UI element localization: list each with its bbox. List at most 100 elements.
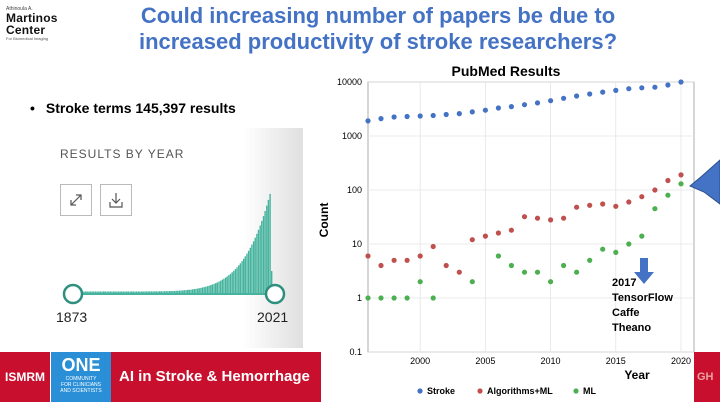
data-point-algorithms-ml (430, 243, 436, 250)
histogram-bar (257, 229, 260, 293)
histogram-bar (93, 291, 95, 293)
one-sub2: FOR CLINICIANS (60, 382, 101, 388)
data-point-algorithms-ml (456, 269, 462, 275)
range-end-handle[interactable] (264, 283, 286, 305)
data-point-algorithms-ml (443, 262, 449, 269)
data-point-stroke (574, 93, 580, 99)
data-point-ml (613, 249, 619, 255)
histogram-bar (196, 288, 199, 293)
histogram-bar (126, 291, 128, 293)
histogram-bar (83, 291, 85, 293)
histogram-bar (140, 291, 143, 293)
histogram-bar (254, 237, 256, 293)
data-point-algorithms-ml (365, 253, 371, 259)
histogram-bar (86, 291, 88, 293)
data-point-ml (417, 279, 423, 285)
histogram-bar (121, 291, 123, 293)
histogram-bar (165, 291, 167, 293)
histogram-bar (198, 288, 200, 293)
data-point-algorithms-ml (678, 172, 684, 178)
ismrm-logo: ISMRM (0, 352, 50, 402)
histogram-bar (241, 261, 243, 293)
histogram-bar (206, 286, 209, 293)
download-button[interactable] (100, 184, 132, 216)
chart-title: PubMed Results (452, 63, 561, 79)
data-point-algorithms-ml (587, 202, 593, 208)
histogram-bar (251, 244, 253, 293)
histogram-bar (88, 291, 90, 293)
histogram-bar (98, 291, 100, 293)
title-line2: increased productivity of stroke researc… (138, 29, 618, 54)
annotation-line: Caffe (612, 307, 640, 319)
histogram-bar (243, 258, 245, 293)
annotation-line: Theano (612, 322, 651, 334)
data-point-algorithms-ml (404, 257, 410, 263)
histogram-bar (160, 291, 162, 293)
histogram-bar (261, 220, 263, 293)
histogram-bar (226, 276, 228, 293)
data-point-ml (534, 269, 541, 275)
histogram-bar (256, 233, 258, 293)
y-tick-label: 10000 (337, 77, 362, 87)
legend-label: Algorithms+ML (487, 386, 553, 396)
bullet-text: Stroke terms 145,397 results (45, 100, 236, 116)
data-point-ml (574, 269, 580, 275)
expand-button[interactable] (60, 184, 92, 216)
data-point-stroke (561, 95, 567, 101)
y-tick-label: 0.1 (349, 347, 362, 357)
histogram-bar (229, 273, 232, 293)
histogram-bar (149, 291, 151, 293)
data-point-stroke (548, 98, 554, 104)
histogram-bar (96, 291, 98, 293)
results-histogram (62, 193, 286, 305)
data-point-ml (495, 253, 501, 259)
histogram-bar (101, 291, 103, 293)
histogram-bar (84, 291, 87, 293)
martinos-logo: Athinoula A. Martinos Center For Biomedi… (6, 6, 96, 60)
histogram-bar (216, 282, 218, 293)
one-label: ONE (61, 355, 101, 375)
histogram-bar (218, 281, 220, 293)
data-point-algorithms-ml (378, 262, 384, 269)
histogram-bar (178, 290, 181, 293)
histogram-bar (205, 286, 207, 293)
data-point-ml (678, 181, 684, 187)
histogram-bar (177, 290, 179, 293)
data-point-stroke (495, 105, 501, 111)
histogram-bar (173, 290, 176, 293)
histogram-bar (137, 291, 139, 293)
histogram-bar (264, 211, 266, 293)
data-point-algorithms-ml (639, 194, 645, 200)
histogram-bar (236, 267, 238, 293)
histogram-bar (170, 291, 172, 293)
histogram-bar (185, 290, 187, 293)
histogram-bar (219, 280, 222, 293)
y-tick-label: 10 (352, 239, 362, 249)
histogram-bar (238, 265, 240, 293)
range-start-handle[interactable] (62, 283, 84, 305)
y-tick-label: 1 (357, 293, 362, 303)
session-banner-right: GH (694, 352, 720, 402)
histogram-bars (75, 193, 273, 293)
histogram-bar (239, 263, 242, 293)
data-point-stroke (600, 89, 606, 95)
expand-icon (70, 194, 82, 206)
data-point-ml (404, 295, 410, 301)
histogram-bar (159, 291, 161, 293)
panel-shadow (243, 128, 303, 348)
data-point-ml (365, 295, 371, 301)
histogram-bar (233, 270, 235, 293)
data-point-ml (652, 206, 658, 212)
annotation-line: 2017 (612, 277, 636, 289)
data-point-stroke (665, 82, 671, 88)
histogram-bar (267, 199, 270, 293)
histogram-bar (183, 290, 186, 293)
data-point-ml (521, 269, 528, 275)
histogram-bar (167, 291, 169, 293)
logo-line4: For Biomedical Imaging (6, 36, 49, 41)
data-point-algorithms-ml (665, 177, 671, 184)
data-point-ml (430, 295, 436, 301)
data-point-ml (469, 279, 475, 285)
data-point-algorithms-ml (548, 217, 554, 223)
data-point-stroke (626, 86, 632, 92)
